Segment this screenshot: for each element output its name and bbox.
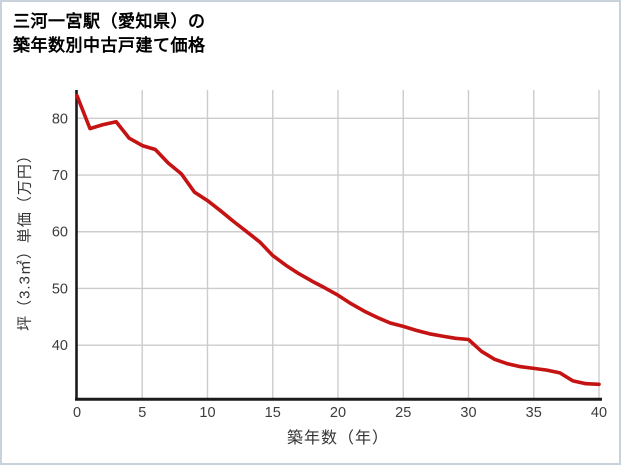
x-tick-label: 25 <box>395 405 411 421</box>
chart-title-line1: 三河一宮駅（愛知県）の <box>13 12 206 31</box>
y-tick-label: 60 <box>52 225 68 241</box>
x-tick-label: 15 <box>265 405 281 421</box>
x-tick-label: 5 <box>138 405 146 421</box>
price-line <box>75 93 601 387</box>
x-axis-label: 築年数（年） <box>286 430 390 447</box>
x-tick-label: 0 <box>73 405 81 421</box>
x-tick-label: 30 <box>460 405 476 421</box>
x-tick-label: 35 <box>526 405 542 421</box>
x-tick-label: 10 <box>199 405 215 421</box>
y-tick-label: 50 <box>52 281 68 297</box>
y-tick-label: 80 <box>52 111 68 127</box>
chart-title-line2: 築年数別中古戸建て価格 <box>13 36 206 55</box>
x-tick-label: 40 <box>591 405 607 421</box>
x-tick-label: 20 <box>330 405 346 421</box>
y-tick-label: 70 <box>52 168 68 184</box>
y-axis-label: 坪（3.3㎡）単価（万円） <box>16 147 34 331</box>
chart-title: 三河一宮駅（愛知県）の 築年数別中古戸建て価格 <box>13 10 206 58</box>
y-tick-label: 40 <box>52 338 68 354</box>
